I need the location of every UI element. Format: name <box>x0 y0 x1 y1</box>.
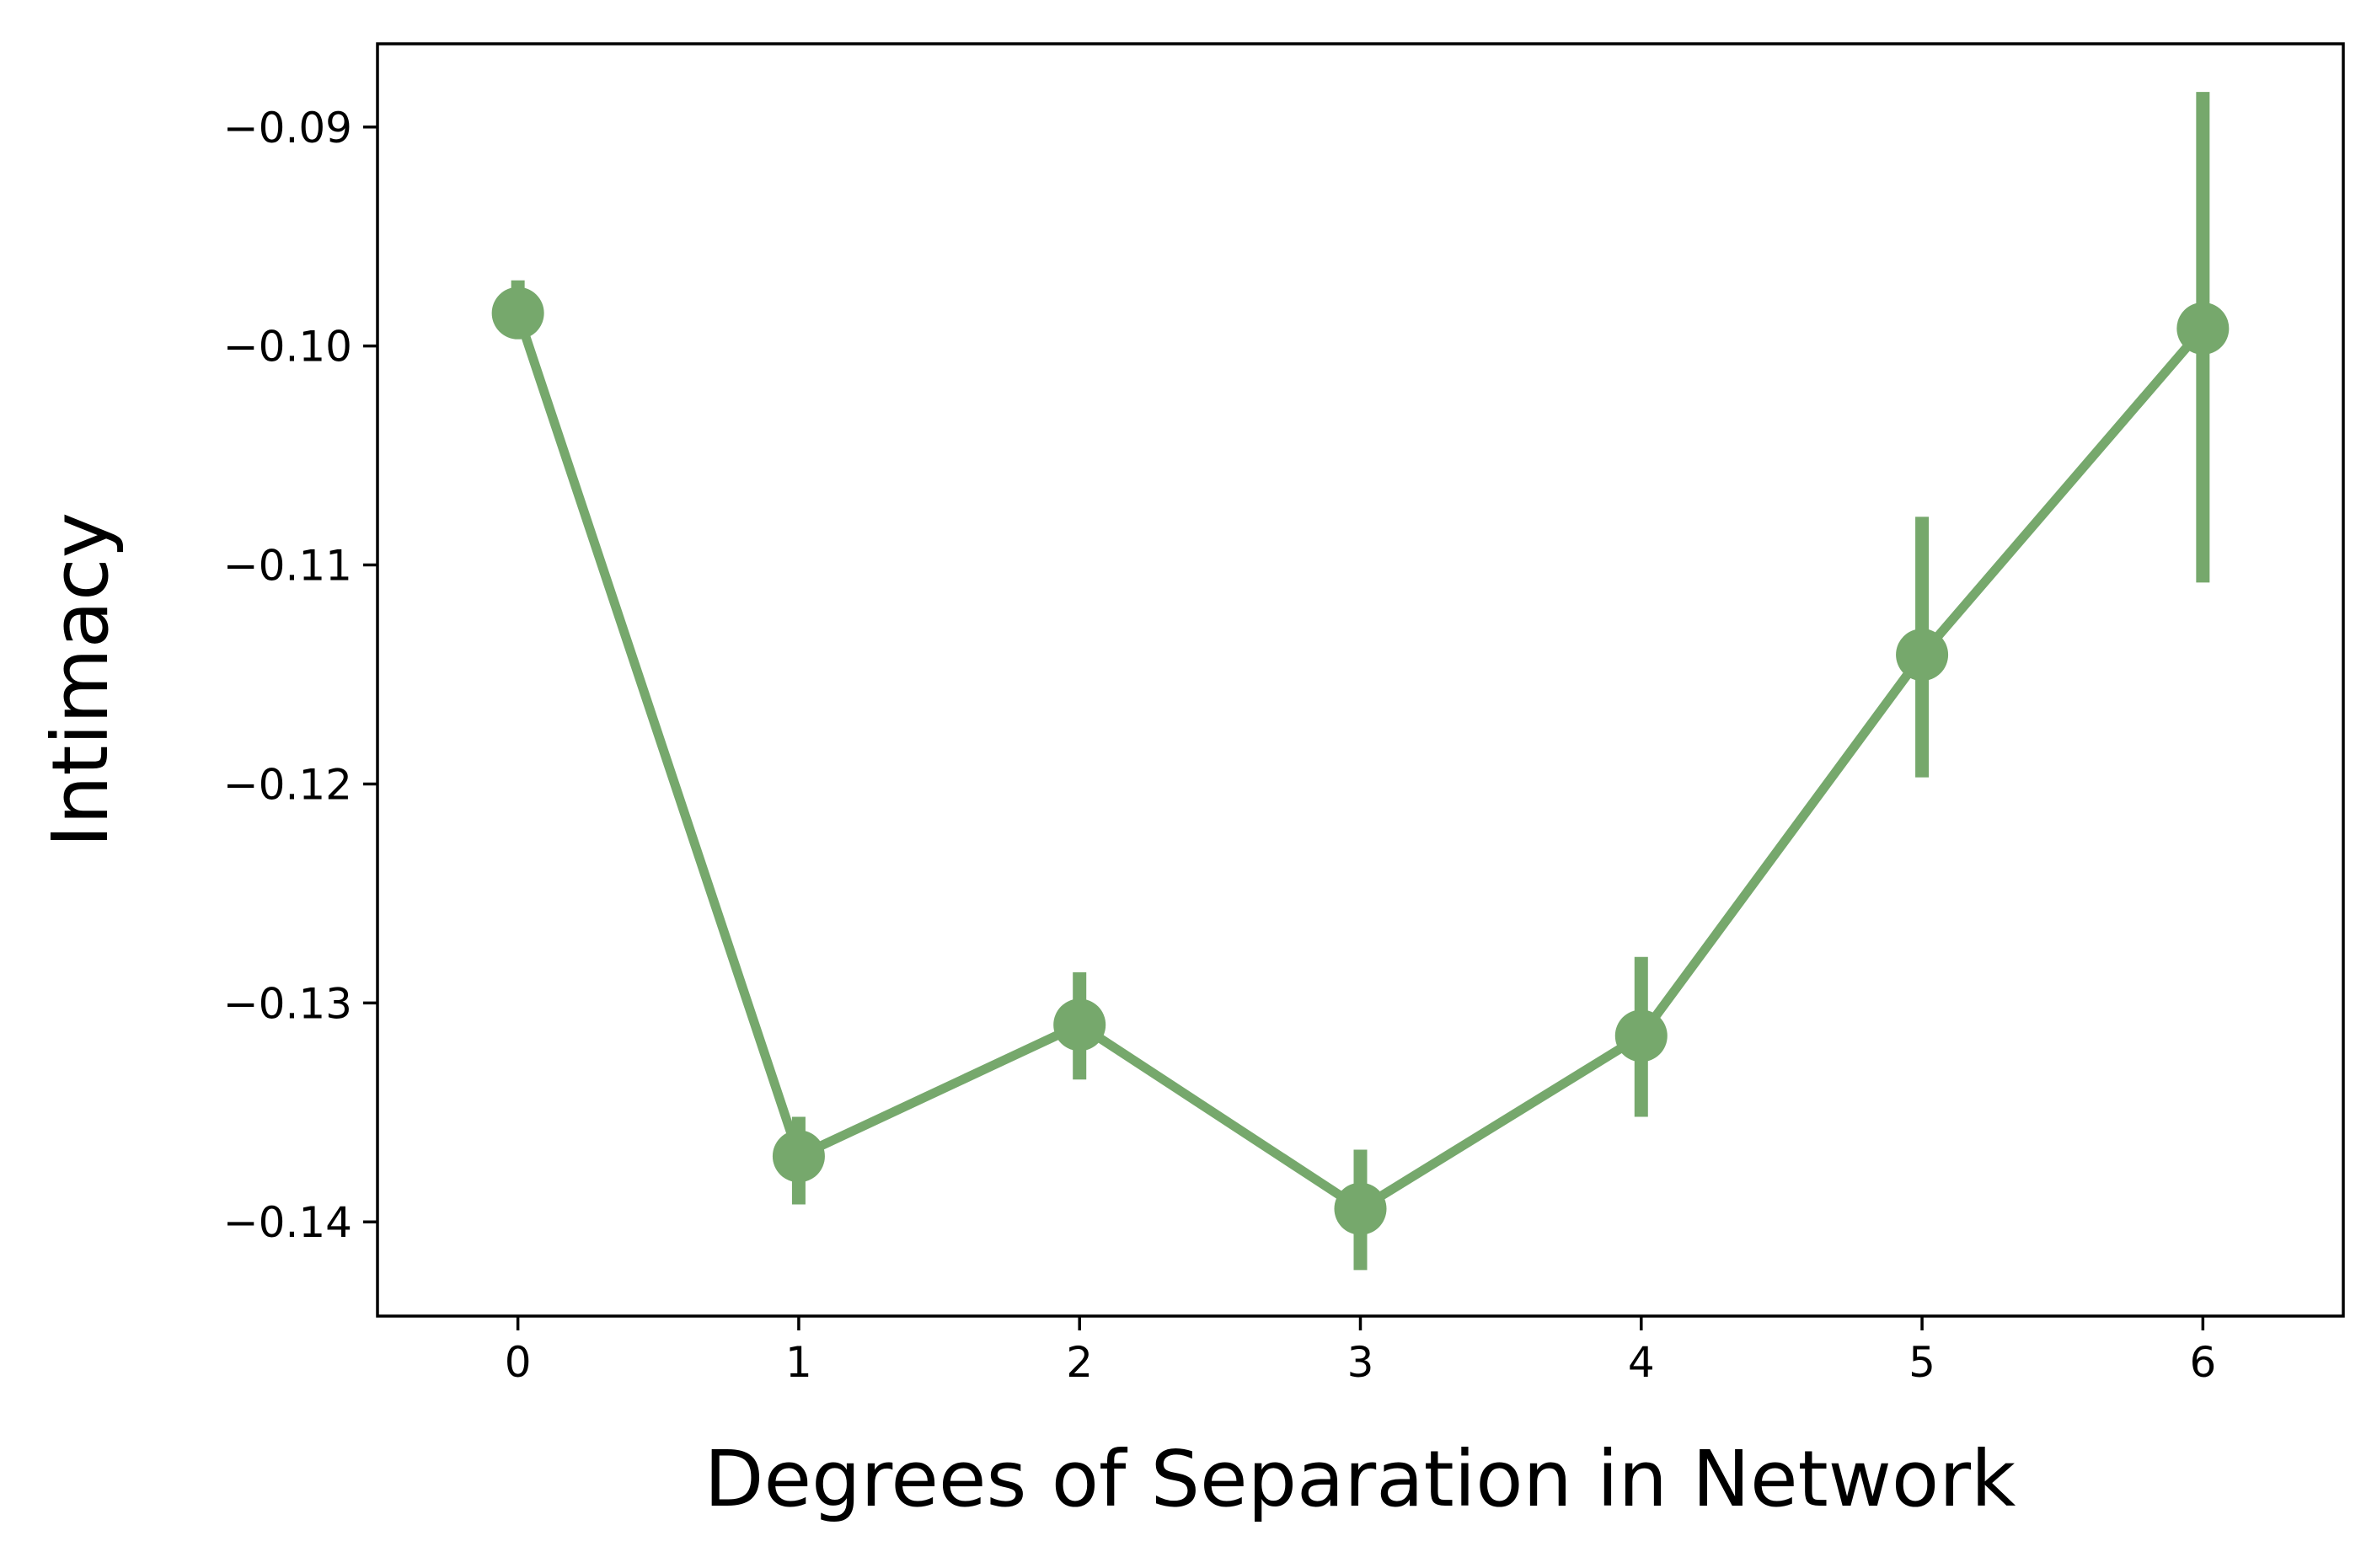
x-tick-label: 3 <box>1347 1338 1374 1387</box>
y-tick-label: −0.12 <box>223 760 352 809</box>
y-tick-label: −0.13 <box>223 979 352 1028</box>
data-point <box>1614 1009 1668 1062</box>
x-tick-label: 1 <box>785 1338 812 1387</box>
data-point <box>1334 1182 1387 1235</box>
data-point <box>1896 629 1949 682</box>
x-axis-title: Degrees of Separation in Network <box>704 1434 2016 1524</box>
y-axis-title: Intimacy <box>35 512 126 848</box>
y-tick-label: −0.11 <box>223 542 352 591</box>
data-point <box>491 286 544 340</box>
axes-layer: 0 1 2 3 4 5 6 −0.09 −0.10 −0.11 −0.12 −0.13 −0.14 <box>223 104 2216 1387</box>
y-tick-label: −0.10 <box>223 323 352 372</box>
x-tick-label: 6 <box>2189 1338 2216 1387</box>
data-point <box>1053 998 1106 1052</box>
data-layer <box>491 92 2230 1271</box>
y-tick-label: −0.14 <box>223 1198 352 1247</box>
x-tick-label: 5 <box>1909 1338 1935 1387</box>
x-tick-label: 0 <box>505 1338 532 1387</box>
plot-frame <box>376 42 2345 1318</box>
data-point <box>772 1130 825 1183</box>
y-tick-label: −0.09 <box>223 104 352 153</box>
x-tick-label: 2 <box>1066 1338 1093 1387</box>
x-tick-label: 4 <box>1628 1338 1655 1387</box>
plot-background <box>377 44 2343 1316</box>
data-point <box>2176 302 2230 355</box>
